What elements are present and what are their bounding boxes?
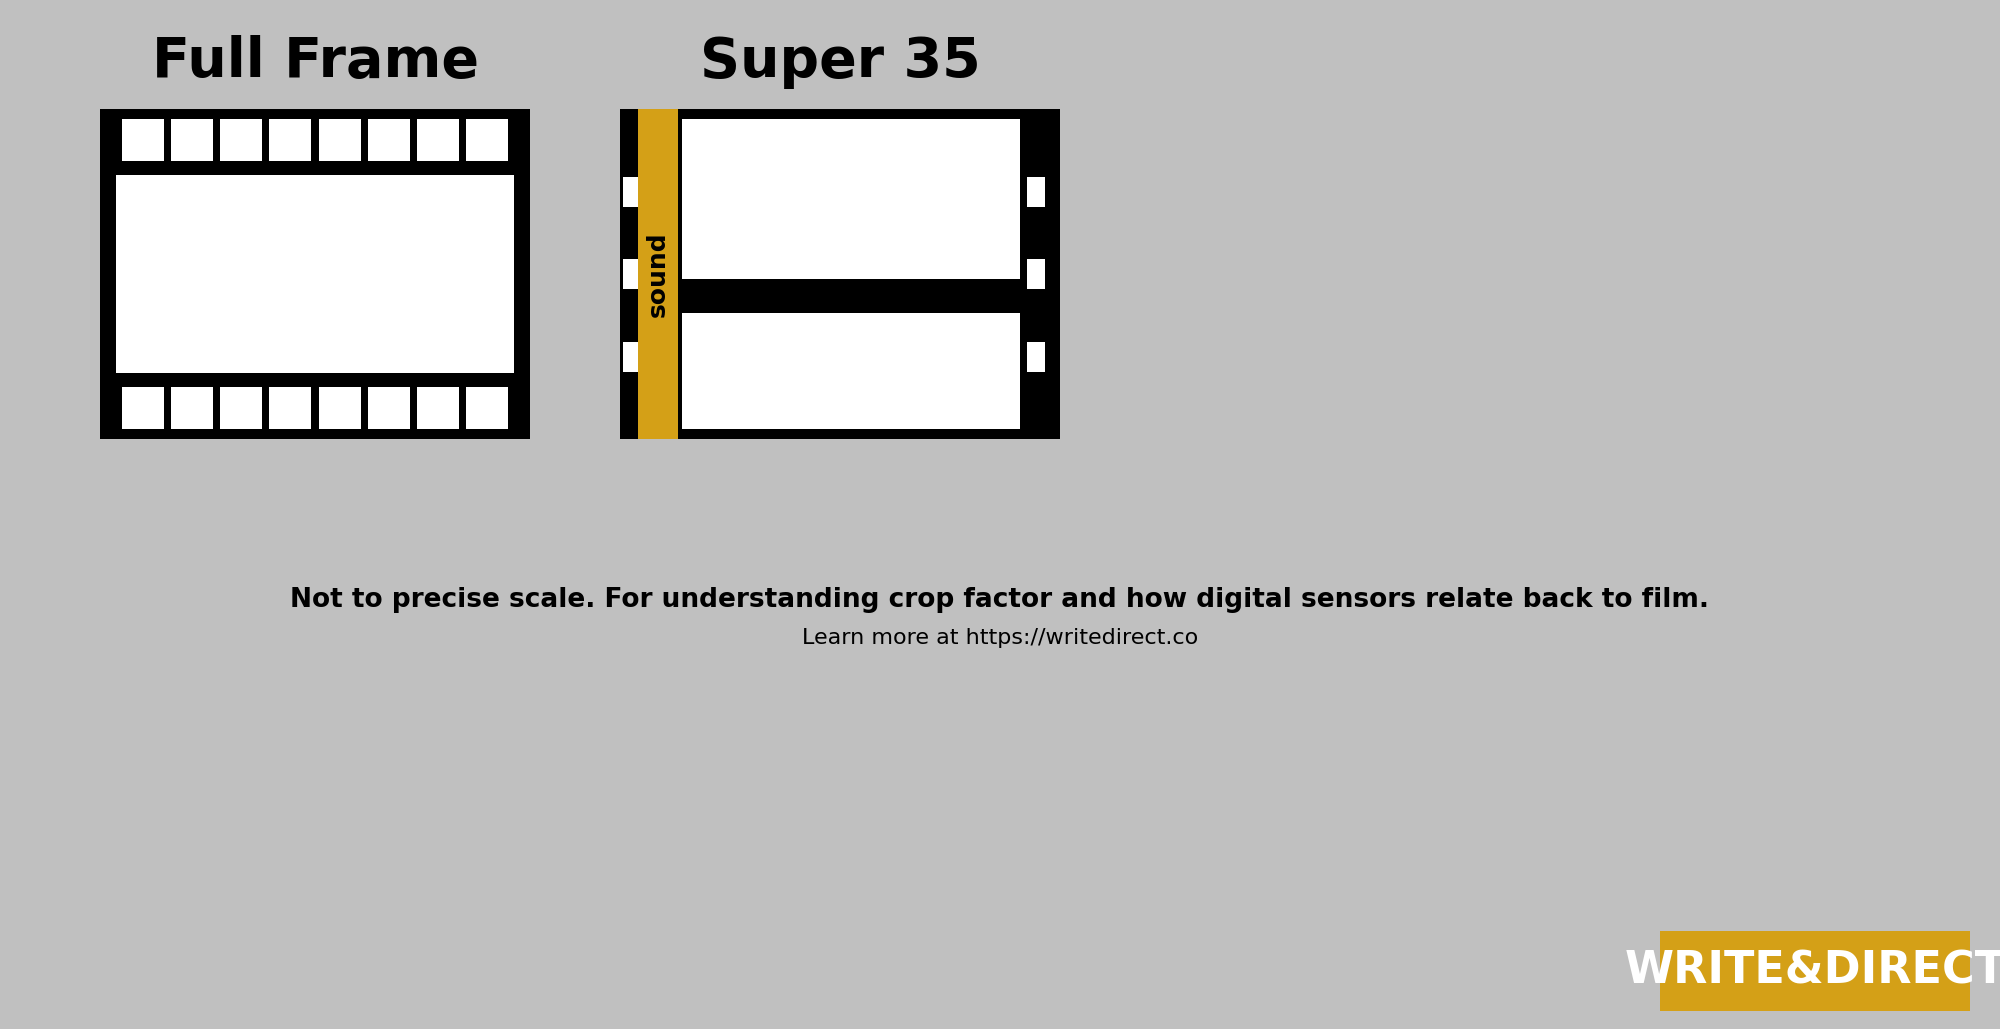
Bar: [318, 119, 360, 161]
Bar: [1028, 177, 1044, 207]
Bar: [100, 109, 530, 439]
Bar: [624, 342, 638, 371]
Bar: [220, 387, 262, 429]
Text: WRITE&DIRECT: WRITE&DIRECT: [1624, 950, 2000, 993]
Text: Learn more at https://writedirect.co: Learn more at https://writedirect.co: [802, 628, 1198, 648]
Bar: [170, 387, 212, 429]
Bar: [466, 119, 508, 161]
Bar: [116, 175, 514, 372]
Bar: [466, 387, 508, 429]
Bar: [620, 109, 1060, 439]
Bar: [1028, 342, 1044, 371]
Bar: [638, 109, 678, 439]
Bar: [170, 119, 212, 161]
Bar: [624, 177, 638, 207]
Bar: [418, 119, 460, 161]
Text: Full Frame: Full Frame: [152, 35, 478, 88]
Bar: [368, 119, 410, 161]
Bar: [318, 387, 360, 429]
Bar: [122, 387, 164, 429]
Bar: [270, 387, 312, 429]
Bar: [368, 387, 410, 429]
Bar: [682, 313, 1020, 429]
Bar: [1660, 931, 1970, 1012]
Text: Not to precise scale. For understanding crop factor and how digital sensors rela: Not to precise scale. For understanding …: [290, 587, 1710, 613]
Bar: [624, 259, 638, 289]
Text: Super 35: Super 35: [700, 35, 980, 88]
Bar: [270, 119, 312, 161]
Text: sound: sound: [646, 232, 670, 317]
Bar: [220, 119, 262, 161]
Bar: [1028, 259, 1044, 289]
Bar: [122, 119, 164, 161]
Bar: [418, 387, 460, 429]
Bar: [682, 119, 1020, 279]
